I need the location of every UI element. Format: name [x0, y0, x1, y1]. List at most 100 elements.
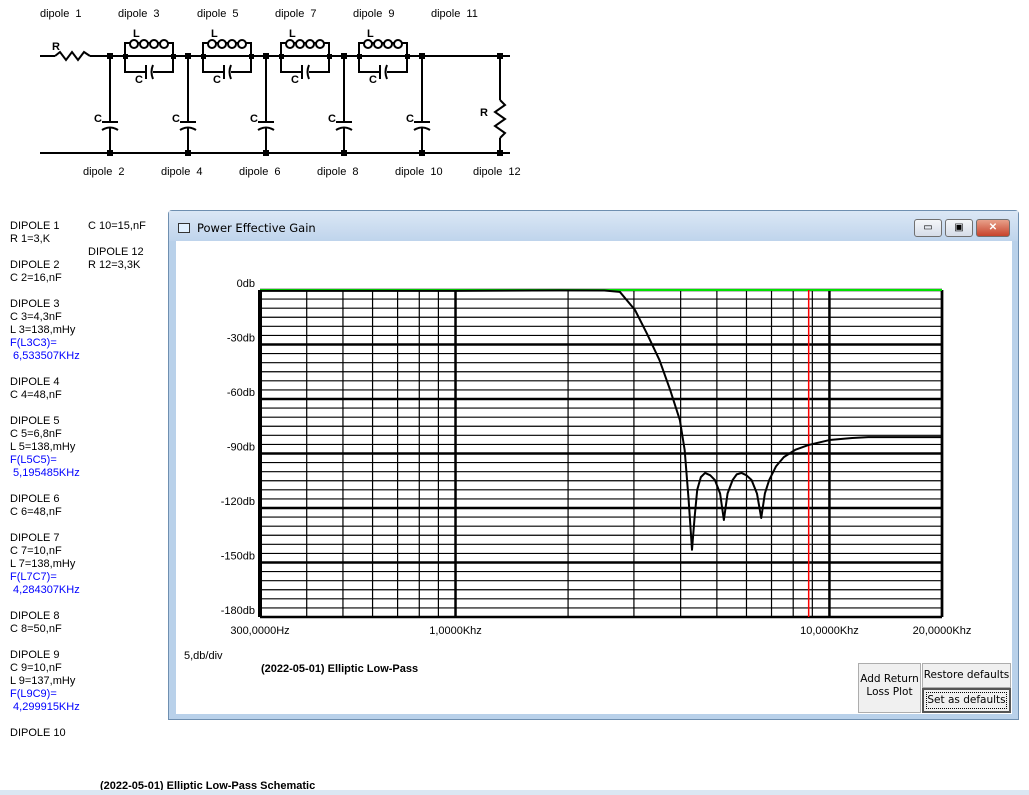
maximize-button[interactable]: ▣: [945, 219, 973, 237]
capacitor-plate: [150, 64, 154, 80]
node-dot: [497, 53, 503, 59]
dipole-title: DIPOLE 8: [10, 610, 60, 622]
cap-wire: [358, 56, 379, 73]
node-dot: [107, 53, 113, 59]
x-tick-label: 300,0000Hz: [230, 625, 289, 637]
cap-wire: [309, 56, 330, 73]
inductor-coil: [383, 39, 393, 49]
component-value: R 1=3,K: [10, 233, 51, 245]
inductor-coil: [227, 39, 237, 49]
y-tick-label: 0db: [237, 278, 255, 290]
gain-chart: 0db -30db -60db -90db -120db -150db -180db 300,…: [221, 278, 972, 637]
inductor-coil: [237, 39, 247, 49]
inductor-label: L: [289, 28, 296, 40]
component-value: L 3=138,mHy: [10, 324, 76, 336]
spacer: [10, 363, 80, 376]
capacitor-label: C: [369, 74, 377, 86]
inductor-label: L: [133, 28, 140, 40]
y-tick-label: -60db: [227, 387, 255, 399]
dipole-label: dipole 5: [197, 8, 239, 20]
x-tick-label: 10,0000Khz: [800, 625, 859, 637]
x-tick-label: 20,0000Khz: [913, 625, 972, 637]
cap-wire: [280, 56, 301, 73]
minimize-button[interactable]: ▭: [914, 219, 942, 237]
capacitor-plate: [228, 64, 232, 80]
component-value: R 12=3,3K: [88, 259, 141, 271]
component-value: L 5=138,mHy: [10, 441, 76, 453]
window-title: Power Effective Gain: [197, 221, 316, 235]
schematic-caption: (2022-05-01) Elliptic Low-Pass Schematic: [100, 780, 316, 792]
inductor-coil: [373, 39, 383, 49]
capacitor-plate: [384, 64, 388, 80]
resonant-frequency: F(L7C7)=: [10, 571, 57, 583]
resistor-label: R: [480, 107, 488, 119]
node-dot: [107, 150, 113, 156]
resonant-frequency: F(L3C3)=: [10, 337, 57, 349]
component-value: L 9=137,mHy: [10, 675, 76, 687]
node-dot: [497, 150, 503, 156]
y-tick-label: -150db: [221, 551, 255, 563]
cap-wire: [387, 56, 408, 73]
inductor-label: L: [367, 28, 374, 40]
power-effective-gain-window: Power Effective Gain ▭ ▣ ✕ 0db -30db -60db…: [168, 210, 1019, 720]
inductor-label: L: [211, 28, 218, 40]
component-value: C 5=6,8nF: [10, 428, 62, 440]
resonant-frequency: 5,195485KHz: [10, 467, 80, 479]
inductor-coil: [149, 39, 159, 49]
spacer: [10, 714, 80, 727]
inductor-wire: [202, 42, 252, 56]
inductor-wire: [124, 42, 174, 56]
resonant-frequency: F(L5C5)=: [10, 454, 57, 466]
node-dot: [341, 150, 347, 156]
dipole-label: dipole 2: [83, 166, 125, 178]
dipole-label: dipole 10: [395, 166, 443, 178]
dipole-label: dipole 11: [431, 8, 478, 20]
node-dot: [263, 150, 269, 156]
dipole-label: dipole 6: [239, 166, 281, 178]
inductor-coil: [139, 39, 149, 49]
set-as-defaults-button[interactable]: Set as defaults: [922, 688, 1011, 713]
node-dot: [185, 150, 191, 156]
component-list-2: C 10=15,nF DIPOLE 12 R 12=3,3K: [88, 220, 146, 285]
y-tick-label: -90db: [227, 442, 255, 454]
y-tick-label: -120db: [221, 496, 255, 508]
dipole-title: DIPOLE 1: [10, 220, 60, 232]
dipole-title: DIPOLE 5: [10, 415, 60, 427]
component-value: C 6=48,nF: [10, 506, 62, 518]
component-value: C 8=50,nF: [10, 623, 62, 635]
inductor-coil: [363, 39, 373, 49]
component-value: C 9=10,nF: [10, 662, 62, 674]
spacer: [10, 597, 80, 610]
capacitor-plate: [306, 64, 310, 80]
component-value: C 7=10,nF: [10, 545, 62, 557]
cap-wire: [153, 56, 174, 73]
spacer: [10, 402, 80, 415]
capacitor-label: C: [172, 113, 180, 125]
capacitor-plate: [257, 126, 275, 131]
dipole-title: DIPOLE 7: [10, 532, 60, 544]
title-bar[interactable]: Power Effective Gain ▭ ▣ ✕: [169, 211, 1018, 241]
inductor-wire: [280, 42, 330, 56]
component-value: C 3=4,3nF: [10, 311, 62, 323]
plot-client-area: 0db -30db -60db -90db -120db -150db -180db 300,…: [176, 241, 1012, 714]
node-dot: [419, 53, 425, 59]
scale-label: 5,db/div: [184, 650, 223, 662]
gain-curve: [260, 289, 942, 551]
resonant-frequency: F(L9C9)=: [10, 688, 57, 700]
node-dot: [419, 150, 425, 156]
schematic: C C C C C L C L C L C L C R R: [40, 28, 510, 156]
component-value: C 2=16,nF: [10, 272, 62, 284]
capacitor-plate: [179, 126, 197, 131]
add-return-loss-button[interactable]: Add Return Loss Plot: [858, 663, 921, 713]
spacer: [88, 233, 146, 246]
inductor-coil: [207, 39, 217, 49]
node-dot: [263, 53, 269, 59]
inductor-coil: [295, 39, 305, 49]
component-value: C 4=48,nF: [10, 389, 62, 401]
spacer: [10, 636, 80, 649]
restore-defaults-button[interactable]: Restore defaults: [922, 663, 1011, 688]
close-button[interactable]: ✕: [976, 219, 1010, 237]
spacer: [10, 246, 80, 259]
resonant-frequency: 4,299915KHz: [10, 701, 80, 713]
